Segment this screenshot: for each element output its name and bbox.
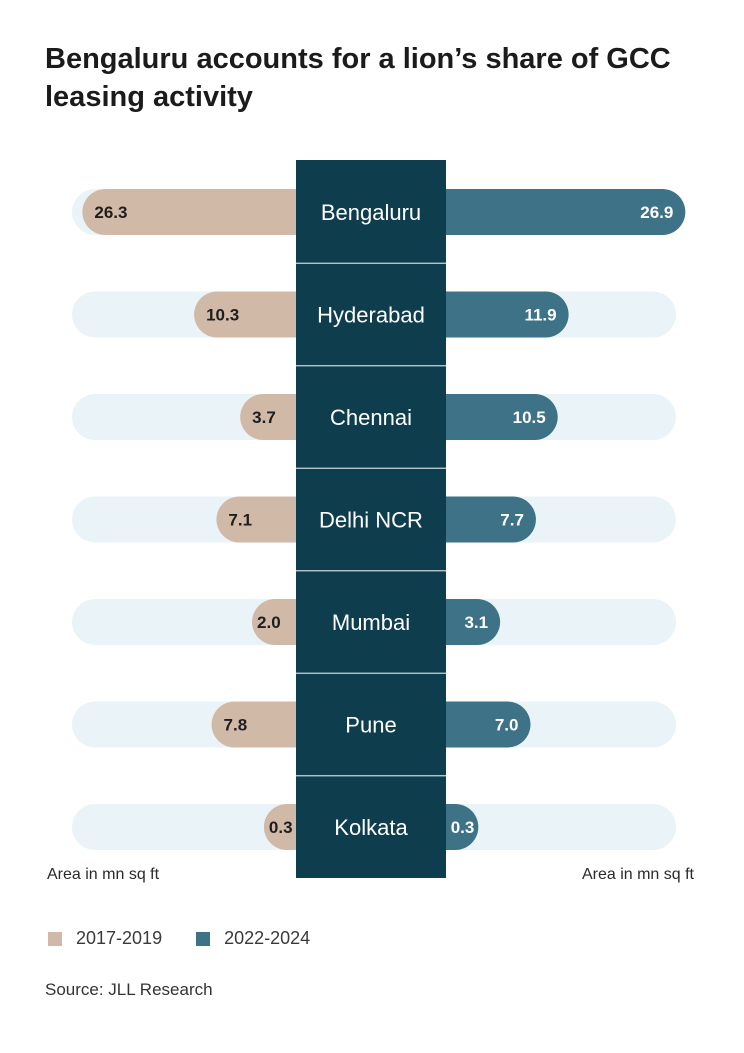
source-note: Source: JLL Research — [45, 980, 213, 999]
legend-item-2022-2024: 2022-2024 — [196, 928, 310, 949]
bar-2022-2024-mumbai — [446, 599, 501, 645]
value-label-2022-2024-bengaluru: 26.9 — [640, 203, 673, 222]
legend: 2017-2019 2022-2024 — [48, 928, 344, 949]
value-label-2022-2024-kolkata: 0.3 — [451, 818, 475, 837]
bar-2017-2019-chennai — [240, 394, 296, 440]
category-label-bengaluru: Bengaluru — [321, 200, 421, 225]
value-label-2017-2019-delhi-ncr: 7.1 — [228, 511, 252, 530]
value-label-2017-2019-bengaluru: 26.3 — [94, 203, 127, 222]
bar-2017-2019-delhi-ncr — [216, 496, 296, 543]
category-label-chennai: Chennai — [330, 405, 412, 430]
bar-2022-2024-chennai — [446, 394, 558, 440]
left-axis-unit-label: Area in mn sq ft — [47, 866, 160, 883]
category-label-mumbai: Mumbai — [332, 610, 410, 635]
bar-2022-2024-delhi-ncr — [446, 496, 536, 543]
legend-swatch-2017-2019 — [48, 931, 62, 946]
butterfly-bar-chart: 26.3 26.9 10.3 11.9 3.7 10.5 7.1 7.7 2.0 3.1 7.8 7.… — [72, 160, 686, 878]
value-label-2017-2019-chennai: 3.7 — [252, 408, 276, 427]
value-label-2022-2024-chennai: 10.5 — [513, 408, 546, 427]
legend-item-2017-2019: 2017-2019 — [48, 928, 162, 949]
value-label-2017-2019-pune: 7.8 — [224, 716, 248, 735]
center-column — [296, 160, 446, 878]
bar-2017-2019-pune — [211, 701, 296, 748]
value-label-2017-2019-hyderabad: 10.3 — [206, 306, 239, 325]
legend-label-2022-2024: 2022-2024 — [224, 928, 311, 948]
bar-2022-2024-pune — [446, 701, 531, 748]
value-label-2022-2024-hyderabad: 11.9 — [524, 306, 556, 325]
legend-label-2017-2019: 2017-2019 — [76, 928, 163, 948]
bar-2022-2024-bengaluru — [446, 189, 686, 236]
bar-2017-2019-kolkata — [263, 804, 296, 850]
value-label-2017-2019-kolkata: 0.3 — [269, 818, 293, 837]
legend-swatch-2022-2024 — [196, 931, 211, 946]
category-label-kolkata: Kolkata — [334, 815, 408, 840]
value-label-2022-2024-mumbai: 3.1 — [464, 613, 488, 632]
bar-2017-2019-mumbai — [252, 599, 296, 645]
category-label-pune: Pune — [345, 713, 396, 738]
category-label-delhi-ncr: Delhi NCR — [319, 508, 423, 533]
category-label-hyderabad: Hyderabad — [317, 303, 425, 328]
value-label-2022-2024-pune: 7.0 — [495, 716, 519, 735]
bar-2022-2024-hyderabad — [446, 291, 569, 338]
bar-2017-2019-bengaluru — [82, 189, 296, 236]
bar-2017-2019-hyderabad — [194, 291, 296, 338]
right-axis-unit-label: Area in mn sq ft — [581, 866, 694, 883]
value-label-2017-2019-mumbai: 2.0 — [257, 613, 281, 632]
bar-2022-2024-kolkata — [446, 804, 479, 850]
value-label-2022-2024-delhi-ncr: 7.7 — [500, 511, 524, 530]
chart-title: Bengaluru accounts for a lion’s share of… — [45, 43, 671, 113]
